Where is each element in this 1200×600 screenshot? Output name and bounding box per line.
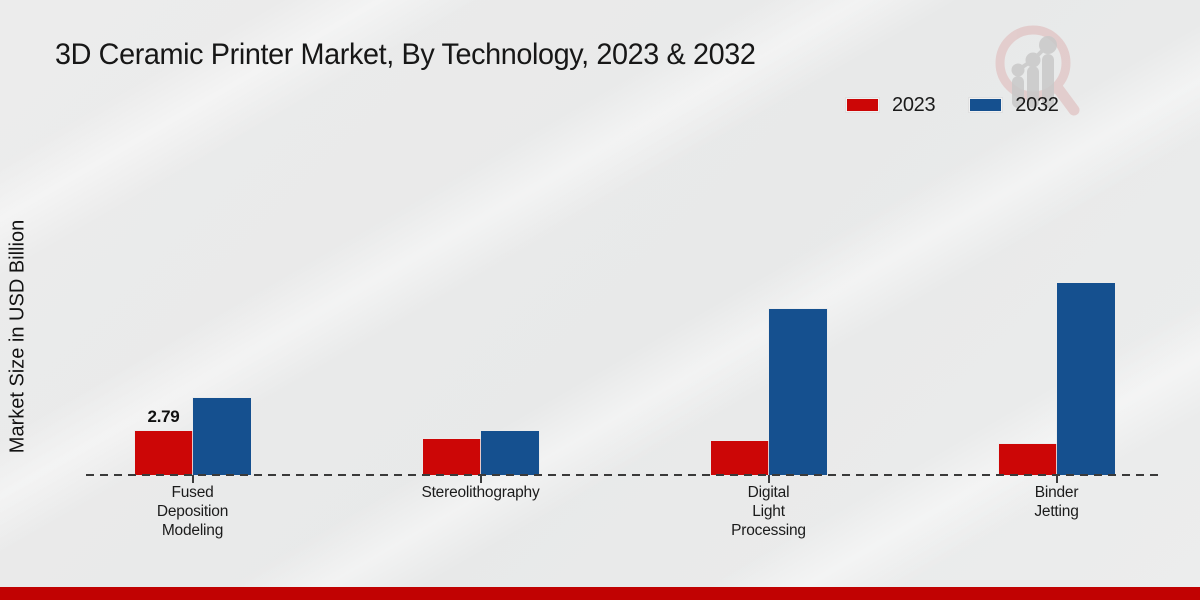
legend-swatch-2032 xyxy=(969,98,1003,112)
x-axis-dashed-baseline xyxy=(86,474,1164,476)
bar-2023-group2 xyxy=(422,439,481,475)
x-category-label: Digital Light Processing xyxy=(731,484,806,539)
bar-2023-group3 xyxy=(710,441,769,475)
legend-label-2032: 2032 xyxy=(1015,93,1059,116)
x-axis-tick xyxy=(191,475,194,483)
x-axis-tick xyxy=(479,475,482,483)
legend: 2023 2032 xyxy=(846,92,1059,118)
x-axis-tick xyxy=(1055,475,1058,483)
x-category-label: Stereolithography xyxy=(421,484,540,501)
legend-swatch-2023 xyxy=(846,98,879,112)
bar-2032-group3 xyxy=(768,309,827,475)
legend-item-2032: 2032 xyxy=(969,93,1059,117)
legend-label-2023: 2023 xyxy=(892,93,936,116)
footer-accent-bar xyxy=(0,587,1200,600)
bar-2023-group4 xyxy=(998,444,1057,475)
bar-value-label: 2.79 xyxy=(147,407,180,426)
x-axis-tick xyxy=(767,475,770,483)
magnifier-growth-logo-icon xyxy=(995,25,1080,116)
legend-item-2023: 2023 xyxy=(846,93,936,117)
bar-2032-group4 xyxy=(1056,283,1115,475)
x-category-label: Fused Deposition Modeling xyxy=(156,484,229,539)
x-category-label: Binder Jetting xyxy=(1034,484,1079,520)
bar-2032-group1 xyxy=(192,398,251,475)
bar-2023-group1 xyxy=(134,431,193,475)
chart-title: 3D Ceramic Printer Market, By Technology… xyxy=(55,38,756,71)
bar-2032-group2 xyxy=(480,431,539,475)
